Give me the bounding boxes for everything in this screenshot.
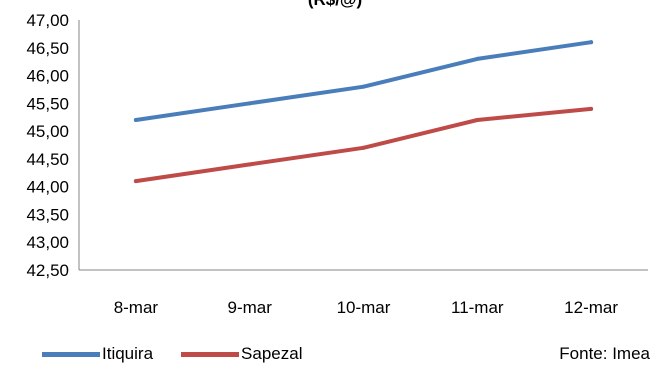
series-line-sapezal (133, 106, 594, 184)
data-point (133, 118, 138, 122)
legend-item-itiquira: Itiquira (42, 344, 153, 364)
source-note: Fonte: Imea (559, 344, 650, 363)
x-tick-label: 10-mar (337, 298, 391, 317)
y-tick-label: 42,50 (26, 261, 69, 280)
y-tick-label: 47,00 (26, 11, 69, 30)
data-point (133, 179, 138, 184)
y-tick-label: 44,50 (26, 150, 69, 169)
line-chart: (R$/@) 42,50 43,00 43,50 44,00 44,50 45,00 45,… (26, 0, 648, 317)
data-point (475, 56, 480, 61)
x-tick-label: 12-mar (564, 298, 618, 317)
y-tick-label: 46,00 (26, 67, 69, 86)
data-point (589, 40, 594, 45)
x-tick-labels: 8-mar 9-mar 10-mar 11-mar 12-mar (114, 298, 619, 317)
legend-item-sapezal: Sapezal (181, 344, 302, 364)
series-lines (133, 40, 594, 184)
legend-swatch-itiquira (42, 351, 100, 357)
y-tick-label: 45,00 (26, 122, 69, 141)
y-tick-labels: 42,50 43,00 43,50 44,00 44,50 45,00 45,50 46,00… (26, 11, 69, 280)
data-point (247, 101, 252, 106)
y-tick-label: 43,50 (26, 205, 69, 224)
x-tick-label: 11-mar (451, 298, 504, 317)
data-point (475, 118, 480, 122)
legend-label-sapezal: Sapezal (241, 344, 303, 363)
x-tick-label: 9-mar (227, 298, 272, 317)
x-tick-label: 8-mar (114, 298, 159, 317)
y-tick-label: 45,50 (26, 94, 69, 113)
legend-swatch-sapezal (181, 351, 240, 357)
y-tick-label: 46,50 (26, 39, 69, 58)
data-point (361, 84, 366, 89)
data-point (589, 106, 594, 111)
data-point (247, 162, 252, 167)
chart-title: (R$/@) (308, 0, 362, 9)
data-point (361, 145, 366, 150)
series-line-itiquira (133, 40, 594, 122)
legend: Itiquira Sapezal (42, 344, 330, 364)
y-tick-label: 44,00 (26, 178, 69, 197)
legend-label-itiquira: Itiquira (102, 344, 154, 363)
y-tick-label: 43,00 (26, 233, 69, 252)
